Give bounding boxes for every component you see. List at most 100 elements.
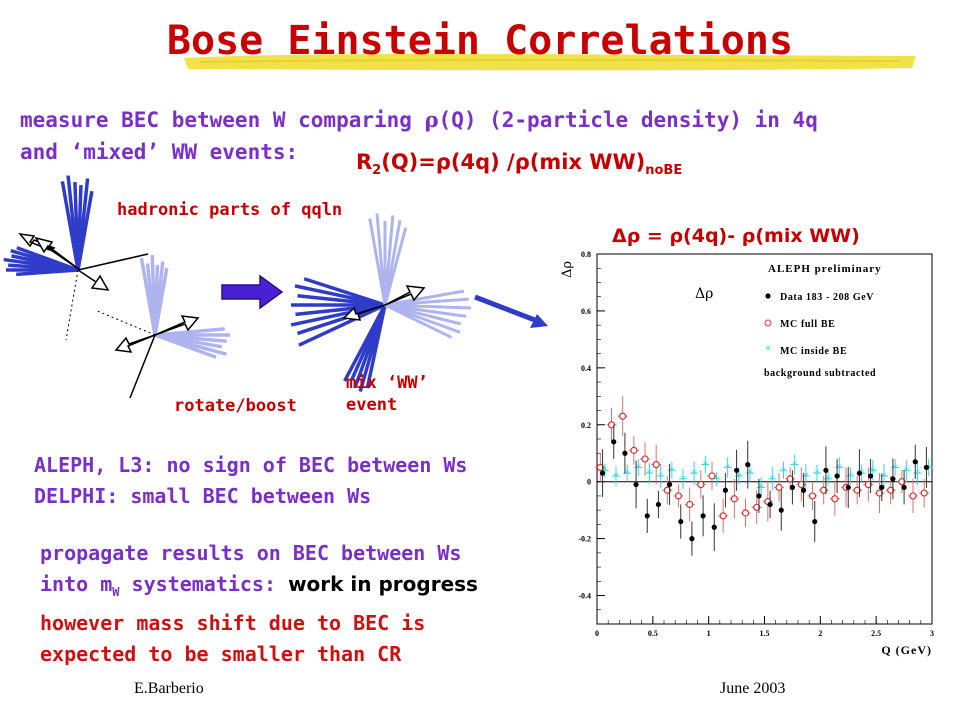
jet-track [76,190,94,271]
data-point [879,484,885,490]
data-point [845,484,851,490]
x-axis-label: Q (GeV) [881,643,932,657]
data-point [778,507,784,513]
data-point [633,481,639,488]
legend-entry: Data 183 - 208 GeV [780,292,874,303]
r2-formula: R2(Q)=ρ(4q) /ρ(mix WW)noBE [356,150,682,178]
results-text: ALEPH, L3: no sign of BEC between Ws DEL… [34,450,467,512]
mc-full-be-point [663,486,671,494]
propagate-line4: expected to be smaller than CR [40,642,402,666]
data-point [912,459,918,465]
legend-data-marker [765,293,771,299]
x-tick-label: 1 [707,629,711,638]
rho-symbol: ρ [424,107,439,132]
mc-full-be-point [831,495,839,503]
legend-entry: background subtracted [764,368,876,379]
mc-full-be-point [596,463,604,472]
y-tick-label: 0.4 [581,364,591,373]
work-in-progress: work in progress [288,572,478,596]
jet-track [16,246,79,272]
propagate-text: propagate results on BEC between Ws into… [40,538,560,670]
event-mixing-diagram [3,175,548,399]
data-point [812,518,818,525]
mc-inside-be-point: * [803,470,809,483]
data-point [834,473,840,479]
mc-inside-be-point: * [613,470,619,483]
data-point [733,467,740,473]
mc-inside-be-point: * [848,470,854,483]
mc-full-be-point [630,446,638,454]
x-tick-label: 0.5 [648,629,658,638]
legend-box [760,256,928,396]
mc-full-be-point [875,489,884,497]
propagate-line2-start: into m [40,572,113,596]
mc-inside-be-point: * [747,467,753,480]
jet-track [384,303,453,339]
delta-rho-chart: -0.4 -0.2 0 0.2 0.4 0.6 0.8 0 0.5 1 1.5 2 2.5 3 Q (GeV… [560,250,934,657]
mc-full-be-point [808,492,817,500]
data-point [901,484,907,490]
y-tick-label: -0.2 [578,535,591,544]
mc-full-be-point [920,489,928,497]
propagate-line2-mid: systematics: [119,572,289,596]
legend-delta-rho: Δρ [695,286,713,302]
mc-inside-be-point: * [602,464,608,477]
data-point [678,518,684,525]
legend-mc-inside-marker: * [765,343,771,357]
mc-inside-be-point: * [680,473,686,486]
mc-inside-be-point: * [837,461,843,474]
mc-full-be-point [853,486,861,494]
jet-track [16,268,79,277]
data-point [700,513,706,519]
data-point [745,462,751,468]
mc-inside-be-point: * [881,470,887,483]
results-line2: DELPHI: small BEC between Ws [34,484,372,508]
data-point [599,470,606,476]
propagate-line1: propagate results on BEC between Ws [40,541,462,565]
data-point [867,473,874,479]
legend-entry: MC inside BE [780,346,847,357]
title-highlight [184,54,916,71]
r2-subscript: 2 [372,163,382,179]
data-point [722,487,729,493]
mix-ww-line1: mix ‘WW’ [346,373,428,393]
mw-subscript: W [112,585,120,599]
mc-full-be-point [652,461,660,469]
data-point [856,470,863,476]
mc-full-be-point [719,512,727,520]
mc-inside-be-point: * [669,464,675,477]
mc-full-be-point [674,492,683,500]
intro-line1-end: (Q) (2-particle density) in 4q [438,108,818,132]
footer-author: E.Barberio [134,680,204,697]
mc-full-be-point [730,495,738,503]
x-tick-label: 2.5 [871,629,881,638]
mc-full-be-point [909,492,917,500]
delta-rho-label: Δρ = ρ(4q)- ρ(mix WW) [612,225,860,247]
mc-inside-be-point: * [703,459,709,472]
data-point [611,439,617,445]
x-tick-label: 0 [595,629,599,638]
mix-ww-label: mix ‘WW’ event [346,372,428,416]
mc-inside-be-point: * [792,459,798,472]
mc-full-be-point [619,412,627,420]
data-point [689,536,695,542]
mc-inside-be-point: * [892,461,898,474]
r2-nobe-subscript: noBE [645,163,683,179]
mc-full-be-point [686,500,694,509]
r2-symbol: R [356,150,373,174]
intro-line2: and ‘mixed’ WW events: [20,140,299,164]
mc-inside-be-point: * [658,470,664,483]
mc-inside-be-point: * [758,481,764,494]
mc-full-be-point [898,478,906,486]
data-point [644,513,650,519]
y-tick-label: 0.2 [581,421,591,430]
hadronic-label: hadronic parts of qqln [117,200,343,220]
rotate-boost-label: rotate/boost [174,396,297,416]
mc-inside-be-point: * [714,473,720,486]
data-point [800,487,807,493]
mc-inside-be-point: * [825,473,831,486]
legend-entry: MC full BE [780,319,835,330]
y-tick-label: 0 [587,478,591,487]
mc-inside-be-point: * [725,461,731,474]
data-point [756,493,762,499]
